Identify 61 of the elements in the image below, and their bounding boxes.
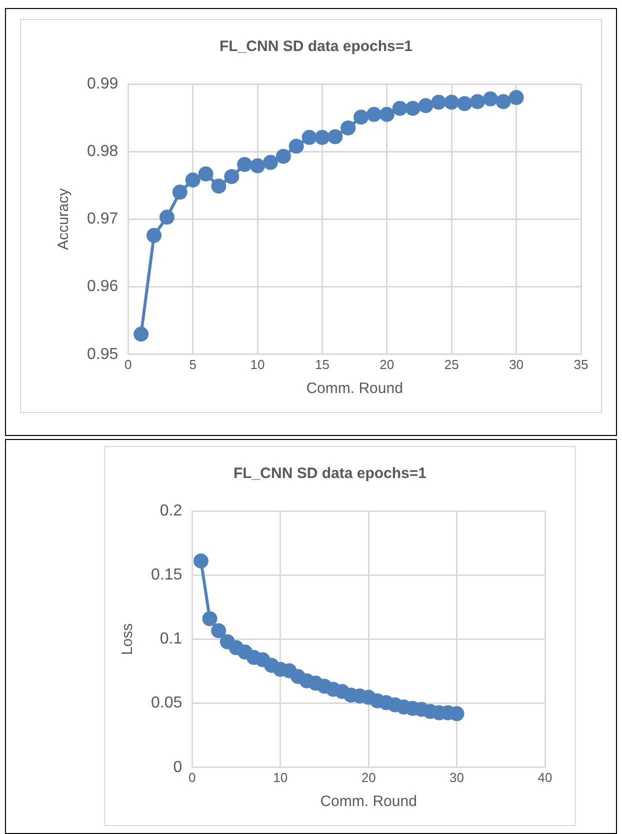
y-tick-label: 0.2 [160,502,182,520]
point [211,623,226,638]
y-tick-label: 0.05 [151,694,182,712]
x-tick-label: 10 [250,356,265,372]
point [262,154,278,170]
y-tick-label: 0.1 [160,630,182,648]
x-tick-label: 20 [380,356,394,372]
point [470,94,485,110]
chart-title: FL_CNN SD data epochs=1 [220,38,412,56]
point [193,554,208,568]
x-tick-label: 20 [361,770,376,785]
point [198,166,214,182]
point [172,184,188,200]
y-tick-label: 0.96 [87,278,118,296]
point [366,106,382,122]
chart-title: FL_CNN SD data epochs=1 [234,465,426,482]
point [159,210,174,225]
x-tick-label: 15 [314,356,330,372]
point [457,96,472,112]
point [185,172,200,188]
x-tick-label: 5 [189,356,196,372]
x-axis-title: Comm. Round [320,793,417,810]
point [276,148,291,164]
y-tick-label: 0.15 [151,566,182,584]
x-tick-label: 25 [444,356,459,372]
point [211,178,226,194]
point [418,98,434,114]
point [496,94,511,110]
y-axis-title: Loss [119,623,136,656]
y-axis-title: Accuracy [55,188,72,250]
point [482,91,498,106]
x-tick-label: 30 [509,356,524,372]
x-tick-label: 30 [450,770,464,785]
x-tick-label: 10 [273,770,288,785]
point [508,90,524,106]
point [237,156,252,172]
x-tick-label: 0 [124,356,132,372]
y-tick-label: 0.99 [87,75,118,92]
point [431,94,446,110]
x-tick-label: 0 [188,770,196,785]
point [302,130,317,145]
point [392,100,408,116]
point [146,228,162,243]
point [405,100,420,116]
y-tick-label: 0.98 [87,143,118,160]
y-tick-label: 0.95 [87,346,118,363]
point [328,129,343,144]
y-tick-label: 0.97 [87,210,118,228]
point [250,158,266,174]
point [314,130,330,145]
point [444,94,460,110]
point [224,169,240,184]
x-tick-label: 40 [538,770,552,785]
point [354,110,369,125]
point [202,611,218,626]
point [134,326,149,342]
point [288,138,304,154]
point [379,106,394,122]
x-axis-title: Comm. Round [306,380,403,398]
x-tick-label: 35 [574,356,588,372]
point [340,120,356,136]
